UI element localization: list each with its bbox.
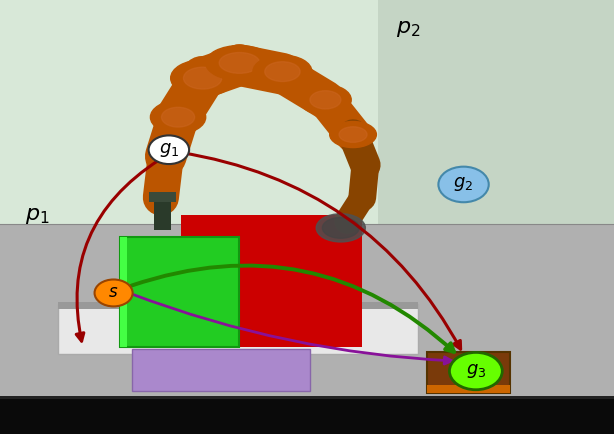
Bar	[427, 385, 510, 393]
Ellipse shape	[300, 85, 351, 115]
Text: $g_1$: $g_1$	[158, 141, 179, 159]
Bar	[427, 352, 510, 393]
Ellipse shape	[184, 67, 222, 89]
Bar	[120, 237, 127, 347]
Text: $p_2$: $p_2$	[396, 17, 421, 39]
Bar	[154, 197, 171, 230]
Ellipse shape	[253, 55, 312, 88]
Circle shape	[449, 352, 502, 390]
FancyArrowPatch shape	[131, 294, 451, 364]
Ellipse shape	[265, 62, 300, 82]
Bar	[0, 396, 614, 399]
Bar	[181, 215, 362, 347]
Bar	[149, 192, 176, 202]
Ellipse shape	[322, 217, 359, 238]
Ellipse shape	[150, 101, 206, 134]
Ellipse shape	[161, 107, 195, 127]
Circle shape	[149, 135, 189, 164]
Circle shape	[95, 279, 133, 306]
Text: $s$: $s$	[109, 284, 119, 302]
FancyArrowPatch shape	[131, 266, 454, 352]
FancyArrowPatch shape	[179, 152, 460, 349]
Ellipse shape	[316, 214, 365, 242]
Ellipse shape	[219, 53, 260, 73]
FancyArrowPatch shape	[76, 160, 159, 341]
Ellipse shape	[310, 91, 341, 109]
Bar	[58, 304, 418, 354]
Text: $p_1$: $p_1$	[25, 204, 49, 226]
Circle shape	[438, 167, 489, 202]
Bar	[120, 237, 239, 347]
Ellipse shape	[330, 122, 376, 148]
Ellipse shape	[339, 127, 367, 142]
Bar	[132, 349, 310, 391]
Bar	[378, 0, 614, 224]
Ellipse shape	[171, 60, 235, 96]
Bar	[0, 224, 614, 397]
Text: $g_2$: $g_2$	[454, 175, 473, 194]
Ellipse shape	[206, 46, 273, 80]
Bar	[58, 302, 418, 309]
Text: $g_3$: $g_3$	[465, 362, 486, 380]
Bar	[0, 397, 614, 434]
Bar	[0, 0, 378, 224]
